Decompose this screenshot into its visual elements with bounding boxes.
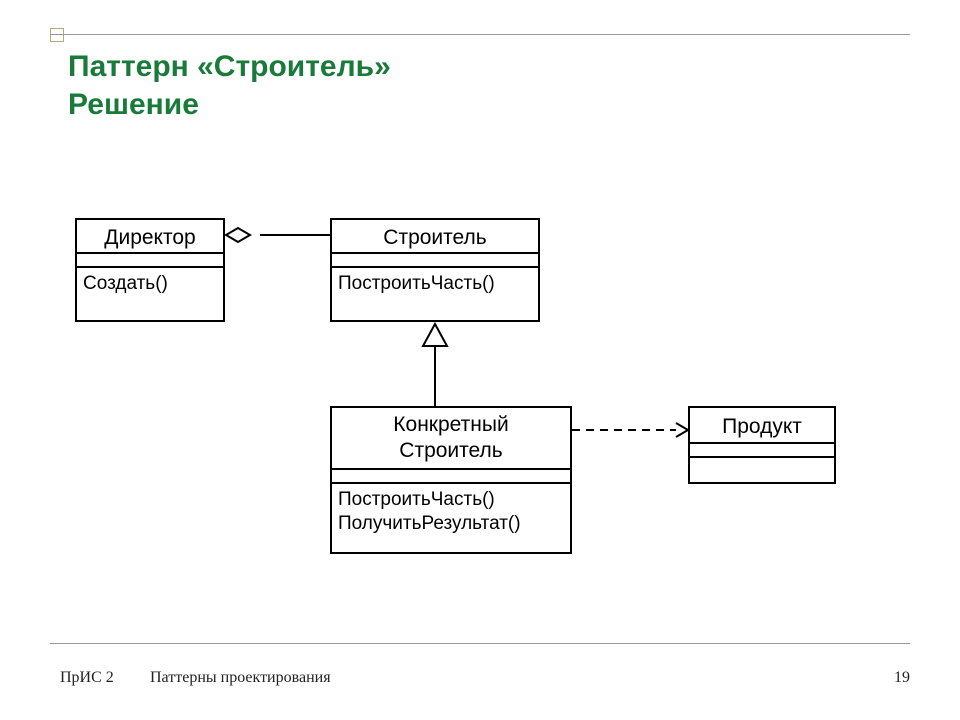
uml-class-name: Строитель	[332, 220, 538, 254]
uml-diagram: Директор Создать() Строитель ПостроитьЧа…	[0, 0, 960, 720]
footer-page-number: 19	[894, 669, 910, 687]
bottom-divider	[50, 643, 910, 644]
uml-class-name: Директор	[77, 220, 223, 254]
operation: ПолучитьРезультат()	[338, 512, 564, 536]
slide: Паттерн «Строитель» Решение Директор Соз…	[0, 0, 960, 720]
uml-class-attributes	[77, 254, 223, 268]
name-line-1: Конкретный	[393, 413, 508, 436]
operation: Создать()	[83, 272, 217, 296]
operation: ПостроитьЧасть()	[338, 488, 564, 512]
uml-class-attributes	[332, 254, 538, 268]
uml-class-name: Конкретный Строитель	[332, 408, 570, 470]
uml-class-builder: Строитель ПостроитьЧасть()	[330, 218, 540, 322]
edge-generalization	[423, 324, 447, 406]
uml-class-attributes	[332, 470, 570, 484]
uml-class-operations: ПостроитьЧасть() ПолучитьРезультат()	[332, 484, 570, 540]
edge-aggregation	[226, 228, 330, 242]
uml-class-name: Продукт	[690, 408, 834, 444]
name-line-2: Строитель	[399, 439, 502, 462]
footer: ПрИС 2 Паттерны проектирования 19	[60, 669, 910, 687]
uml-class-concrete-builder: Конкретный Строитель ПостроитьЧасть() По…	[330, 406, 572, 554]
uml-class-product: Продукт	[688, 406, 836, 484]
uml-class-attributes	[690, 444, 834, 458]
uml-class-operations	[690, 458, 834, 466]
uml-connectors	[0, 0, 960, 720]
uml-class-operations: ПостроитьЧасть()	[332, 268, 538, 300]
uml-class-operations: Создать()	[77, 268, 223, 300]
edge-dependency	[572, 423, 688, 437]
operation: ПостроитьЧасть()	[338, 272, 532, 296]
uml-class-director: Директор Создать()	[75, 218, 225, 322]
footer-center-label: Паттерны проектирования	[150, 669, 331, 687]
footer-left-label: ПрИС 2	[60, 669, 114, 687]
